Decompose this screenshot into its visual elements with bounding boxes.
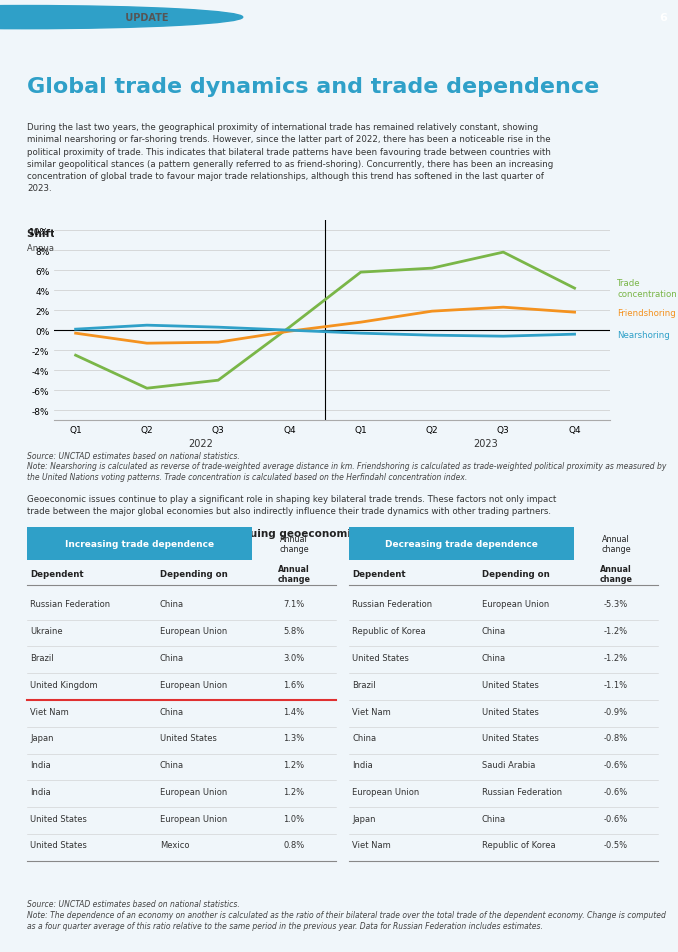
Text: Saudi Arabia: Saudi Arabia xyxy=(482,761,535,769)
Text: Ukraine: Ukraine xyxy=(31,626,63,636)
Text: Russian Federation: Russian Federation xyxy=(482,787,562,796)
Text: China: China xyxy=(160,653,184,663)
Text: Annual
change: Annual change xyxy=(277,565,311,584)
Text: -1.2%: -1.2% xyxy=(604,626,628,636)
Text: European Union: European Union xyxy=(160,787,227,796)
Text: 5.8%: 5.8% xyxy=(283,626,304,636)
Text: United States: United States xyxy=(482,734,539,743)
Text: 1.2%: 1.2% xyxy=(283,761,304,769)
Text: United States: United States xyxy=(482,706,539,716)
Text: China: China xyxy=(482,653,506,663)
Text: Source: UNCTAD estimates based on national statistics.: Source: UNCTAD estimates based on nation… xyxy=(27,452,240,461)
Text: 6: 6 xyxy=(659,13,666,23)
Text: China: China xyxy=(482,626,506,636)
Text: China: China xyxy=(160,600,184,608)
Text: Depending on: Depending on xyxy=(482,569,550,579)
Text: Russian Federation: Russian Federation xyxy=(31,600,111,608)
Circle shape xyxy=(0,7,243,30)
Text: China: China xyxy=(160,706,184,716)
Text: India: India xyxy=(31,787,51,796)
Text: Annual
change: Annual change xyxy=(279,534,308,553)
Text: Dependent: Dependent xyxy=(353,569,406,579)
Text: 3.0%: 3.0% xyxy=(283,653,304,663)
Text: United States: United States xyxy=(31,841,87,849)
Text: Bilateral trade patterns reflect continuing geoeconomic tensions: Bilateral trade patterns reflect continu… xyxy=(27,529,411,539)
Text: Japan: Japan xyxy=(353,814,376,823)
Text: Republic of Korea: Republic of Korea xyxy=(482,841,555,849)
Text: Annual change relative to 2021 (per cent): Annual change relative to 2021 (per cent… xyxy=(27,244,204,253)
Text: GLOBAL TRADE: GLOBAL TRADE xyxy=(46,13,129,23)
Text: 1.3%: 1.3% xyxy=(283,734,304,743)
Text: Annual
change: Annual change xyxy=(599,565,633,584)
Text: China: China xyxy=(353,734,376,743)
Text: Note: The dependence of an economy on another is calculated as the ratio of thei: Note: The dependence of an economy on an… xyxy=(27,910,666,930)
Text: -0.9%: -0.9% xyxy=(604,706,628,716)
Text: United States: United States xyxy=(31,814,87,823)
Text: United States: United States xyxy=(160,734,217,743)
Text: -0.6%: -0.6% xyxy=(604,814,628,823)
Text: Brazil: Brazil xyxy=(31,653,54,663)
Text: Friendshoring: Friendshoring xyxy=(618,308,676,317)
Text: European Union: European Union xyxy=(353,787,420,796)
Text: Nearshoring: Nearshoring xyxy=(618,330,670,339)
Text: 7.1%: 7.1% xyxy=(283,600,304,608)
Text: Increasing trade dependence: Increasing trade dependence xyxy=(65,539,214,548)
Text: Depending on: Depending on xyxy=(160,569,228,579)
Text: 2023: 2023 xyxy=(473,439,498,448)
Text: -0.8%: -0.8% xyxy=(604,734,628,743)
Text: During the last two years, the geographical proximity of international trade has: During the last two years, the geographi… xyxy=(27,123,553,193)
Text: India: India xyxy=(353,761,373,769)
Text: Dependent: Dependent xyxy=(31,569,84,579)
Text: 1.4%: 1.4% xyxy=(283,706,304,716)
Text: -1.2%: -1.2% xyxy=(604,653,628,663)
Text: China: China xyxy=(160,761,184,769)
Text: China: China xyxy=(482,814,506,823)
Text: United States: United States xyxy=(353,653,409,663)
Text: -1.1%: -1.1% xyxy=(604,680,628,689)
Text: European Union: European Union xyxy=(482,600,549,608)
Text: 1.0%: 1.0% xyxy=(283,814,304,823)
Text: 1.2%: 1.2% xyxy=(283,787,304,796)
Text: Mexico: Mexico xyxy=(160,841,189,849)
Text: Republic of Korea: Republic of Korea xyxy=(353,626,426,636)
Text: European Union: European Union xyxy=(160,680,227,689)
Text: Trade
concentration: Trade concentration xyxy=(618,279,677,299)
Text: -0.5%: -0.5% xyxy=(604,841,628,849)
Text: Shifting Dynamics: Global trade becomes more concentrated and geopolitically clo: Shifting Dynamics: Global trade becomes … xyxy=(27,228,530,239)
Text: 2022: 2022 xyxy=(188,439,213,448)
Text: United States: United States xyxy=(482,680,539,689)
Text: Japan: Japan xyxy=(31,734,54,743)
Text: -0.6%: -0.6% xyxy=(604,761,628,769)
Bar xyxy=(27,527,252,560)
Text: Russian Federation: Russian Federation xyxy=(353,600,433,608)
Text: Viet Nam: Viet Nam xyxy=(353,841,391,849)
Bar xyxy=(349,527,574,560)
Text: Global trade dynamics and trade dependence: Global trade dynamics and trade dependen… xyxy=(27,77,599,97)
Text: UPDATE: UPDATE xyxy=(122,13,169,23)
Text: India: India xyxy=(31,761,51,769)
Text: Brazil: Brazil xyxy=(353,680,376,689)
Text: Annual
change: Annual change xyxy=(601,534,631,553)
Text: Viet Nam: Viet Nam xyxy=(31,706,69,716)
Text: -5.3%: -5.3% xyxy=(604,600,628,608)
Text: -0.6%: -0.6% xyxy=(604,787,628,796)
Text: 1.6%: 1.6% xyxy=(283,680,304,689)
Text: Source: UNCTAD estimates based on national statistics.: Source: UNCTAD estimates based on nation… xyxy=(27,899,240,908)
Text: Note: Nearshoring is calculated as reverse of trade-weighted average distance in: Note: Nearshoring is calculated as rever… xyxy=(27,461,666,481)
Text: European Union: European Union xyxy=(160,814,227,823)
Text: Viet Nam: Viet Nam xyxy=(353,706,391,716)
Text: 0.8%: 0.8% xyxy=(283,841,304,849)
Text: European Union: European Union xyxy=(160,626,227,636)
Text: Geoeconomic issues continue to play a significant role in shaping key bilateral : Geoeconomic issues continue to play a si… xyxy=(27,494,557,515)
Text: Decreasing trade dependence: Decreasing trade dependence xyxy=(385,539,538,548)
Text: United Kingdom: United Kingdom xyxy=(31,680,98,689)
